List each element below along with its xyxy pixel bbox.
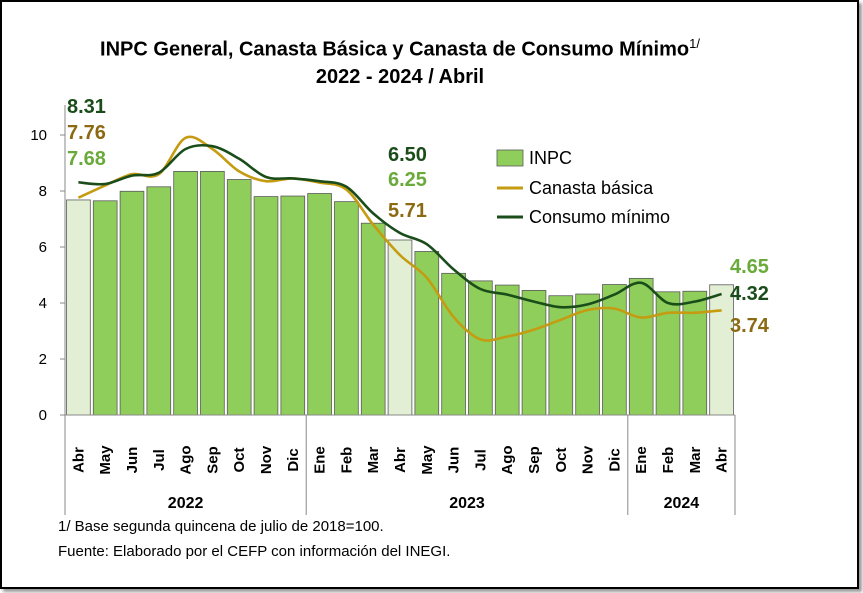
x-category-label: Abr <box>392 447 409 473</box>
value-annotation: 7.76 <box>67 122 106 144</box>
x-category-label: Sep <box>204 446 221 474</box>
footnote: 1/ Base segunda quincena de julio de 201… <box>58 518 384 535</box>
bar-inpc <box>92 200 118 416</box>
bar-inpc <box>682 290 708 416</box>
x-category-label: Abr <box>714 447 731 473</box>
x-category-label: Ago <box>178 445 195 474</box>
y-tick-label: 4 <box>39 295 47 312</box>
bar-inpc <box>334 201 359 416</box>
legend-swatch-inpc <box>496 149 524 167</box>
bar-inpc <box>307 193 332 416</box>
bar-inpc <box>173 170 198 416</box>
value-annotation: 6.25 <box>388 169 427 191</box>
y-tick-label: 8 <box>39 183 47 200</box>
source-note: Fuente: Elaborado por el CEFP con inform… <box>58 543 451 560</box>
x-category-label: May <box>97 445 114 475</box>
x-category-label: Jul <box>151 449 168 471</box>
bar-inpc <box>146 186 172 416</box>
bar-inpc <box>119 190 145 416</box>
bar-inpc <box>441 272 466 416</box>
year-label: 2022 <box>168 495 204 512</box>
x-category-label: Jul <box>472 449 489 471</box>
legend-label: Canasta básica <box>529 178 654 198</box>
line-consumo-m-nimo <box>78 143 722 309</box>
value-annotation: 8.31 <box>67 96 106 118</box>
x-category-label: Oct <box>553 447 570 472</box>
x-category-label: Ago <box>499 445 516 474</box>
year-label: 2023 <box>449 495 485 512</box>
x-category-label: Feb <box>338 447 355 474</box>
bar-inpc <box>655 291 681 416</box>
y-tick-label: 6 <box>39 239 47 256</box>
chart-title-line2: 2022 - 2024 / Abril <box>315 66 485 88</box>
x-category-label: Nov <box>580 445 597 474</box>
bar-inpc <box>628 277 654 416</box>
value-annotation: 4.32 <box>730 283 769 305</box>
x-category-label: Feb <box>660 447 677 474</box>
x-category-label: Sep <box>526 446 543 474</box>
x-category-label: Dic <box>606 448 623 471</box>
value-annotation: 4.65 <box>730 256 769 278</box>
x-category-label: Nov <box>258 445 275 474</box>
x-category-label: Mar <box>365 447 382 474</box>
bar-inpc <box>200 170 225 416</box>
bar-inpc <box>468 280 493 416</box>
x-category-label: Ene <box>633 446 650 474</box>
x-category-label: Oct <box>231 447 248 472</box>
chart-title-line1: INPC General, Canasta Básica y Canasta d… <box>100 36 700 61</box>
bar-inpc <box>387 239 413 416</box>
x-category-label: Dic <box>285 448 302 471</box>
value-annotation: 7.68 <box>67 148 106 170</box>
bar-inpc <box>602 284 627 416</box>
y-tick-label: 0 <box>39 407 47 424</box>
bar-inpc <box>360 222 386 416</box>
y-tick-label: 10 <box>30 127 47 144</box>
bar-inpc <box>66 199 91 416</box>
value-annotation: 5.71 <box>388 200 427 222</box>
x-category-label: Ene <box>312 446 329 474</box>
x-category-label: Abr <box>70 447 87 473</box>
legend-label: Consumo mínimo <box>529 207 670 227</box>
year-label: 2024 <box>664 495 700 512</box>
bar-inpc <box>280 195 306 416</box>
x-category-label: Jun <box>446 447 463 474</box>
y-tick-label: 2 <box>39 351 47 368</box>
value-annotation: 3.74 <box>730 315 770 337</box>
title-superscript: 1/ <box>689 36 700 51</box>
bar-inpc <box>253 196 279 416</box>
bar-inpc <box>521 289 547 416</box>
bar-inpc <box>494 284 520 416</box>
bar-inpc <box>548 295 574 416</box>
bar-inpc <box>226 179 252 416</box>
value-annotation: 6.50 <box>388 144 427 166</box>
line-canasta-b-sica <box>77 135 722 342</box>
legend-label: INPC <box>529 148 572 168</box>
x-category-label: May <box>419 445 436 475</box>
x-category-label: Mar <box>687 447 704 474</box>
x-category-label: Jun <box>124 447 141 474</box>
